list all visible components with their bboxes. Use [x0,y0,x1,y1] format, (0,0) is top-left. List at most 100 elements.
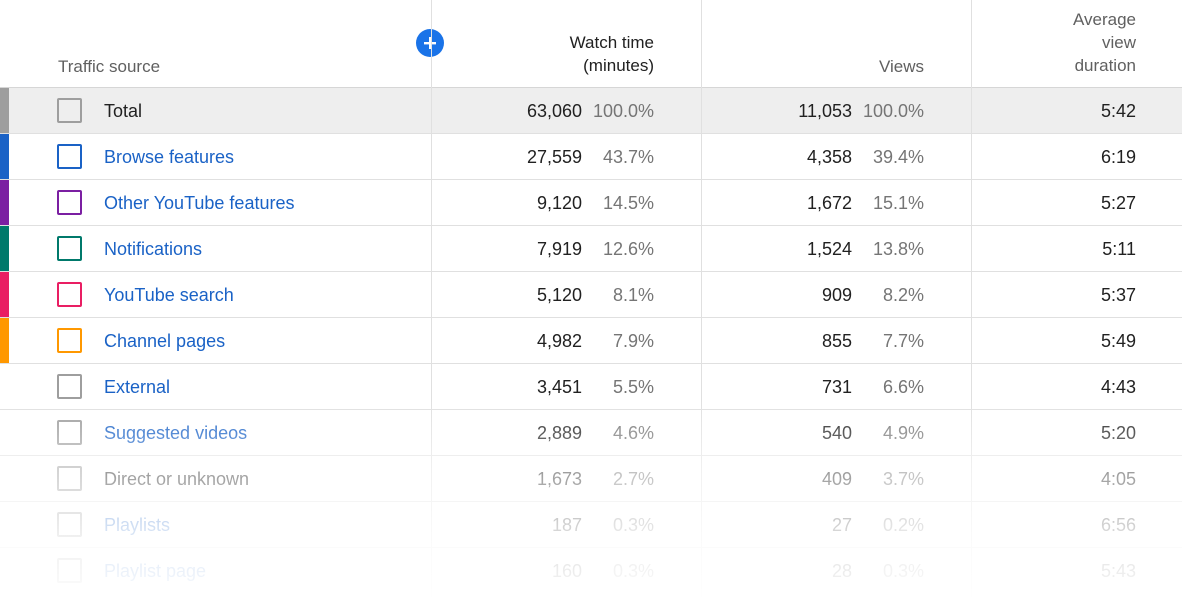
row-checkbox[interactable] [57,420,82,445]
traffic-source-name[interactable]: Playlist page [104,561,207,581]
table-row[interactable]: Playlist page 160 0.3% 28 0.3% 5:43 [0,547,1182,593]
table-row[interactable]: Notifications 7,919 12.6% 1,524 13.8% 5:11 [0,225,1182,271]
traffic-source-name[interactable]: Suggested videos [104,423,248,443]
views-value: 1,672 [806,193,852,213]
watch-time-percent: 2.7% [612,469,654,489]
traffic-source-name[interactable]: Notifications [104,239,203,259]
watch-time-percent: 7.9% [612,331,654,351]
series-color-stripe [0,410,9,455]
header-avg-line3: duration [1074,56,1136,75]
watch-time-value: 63,060 [526,101,582,121]
watch-time-percent: 100.0% [592,101,654,121]
row-checkbox[interactable] [57,236,82,261]
watch-time-value: 9,120 [536,193,582,213]
watch-time-value: 2,889 [536,423,582,443]
views-percent: 6.6% [882,377,924,397]
traffic-source-name[interactable]: Other YouTube features [104,193,295,213]
row-checkbox[interactable] [57,558,82,583]
header-average-view-duration[interactable]: Average view duration [1026,8,1136,77]
table-row-total[interactable]: Total 63,060 100.0% 11,053 100.0% 5:42 [0,87,1182,133]
table-row[interactable]: Direct or unknown 1,673 2.7% 409 3.7% 4:05 [0,455,1182,501]
views-value: 27 [831,515,852,535]
watch-time-value: 1,673 [536,469,582,489]
views-percent: 100.0% [862,101,924,121]
watch-time-percent: 8.1% [612,285,654,305]
watch-time-value: 27,559 [526,147,582,167]
views-value: 4,358 [806,147,852,167]
table-row[interactable]: Channel pages 4,982 7.9% 855 7.7% 5:49 [0,317,1182,363]
series-color-stripe [0,548,9,593]
views-percent: 0.3% [882,561,924,581]
average-view-duration-value: 5:42 [1100,101,1136,121]
header-watch-time[interactable]: Watch time (minutes) [494,31,654,77]
views-percent: 3.7% [882,469,924,489]
average-view-duration-value: 5:11 [1102,239,1136,259]
column-divider [431,0,432,597]
row-checkbox[interactable] [57,328,82,353]
watch-time-value: 160 [551,561,582,581]
watch-time-percent: 0.3% [612,561,654,581]
row-checkbox[interactable] [57,190,82,215]
watch-time-percent: 4.6% [612,423,654,443]
row-checkbox[interactable] [57,466,82,491]
average-view-duration-value: 4:43 [1100,377,1136,397]
views-percent: 8.2% [882,285,924,305]
traffic-source-name: Total [104,101,143,121]
row-checkbox[interactable] [57,374,82,399]
add-metric-button[interactable] [416,29,444,57]
row-checkbox[interactable] [57,98,82,123]
table-row[interactable]: Other YouTube features 9,120 14.5% 1,672 15.… [0,179,1182,225]
views-value: 909 [821,285,852,305]
table-row[interactable]: YouTube search 5,120 8.1% 909 8.2% 5:37 [0,271,1182,317]
series-color-stripe [0,180,9,225]
average-view-duration-value: 5:37 [1100,285,1136,305]
views-value: 731 [821,377,852,397]
watch-time-percent: 12.6% [602,239,654,259]
watch-time-value: 187 [551,515,582,535]
table-row[interactable]: Browse features 27,559 43.7% 4,358 39.4% 6:19 [0,133,1182,179]
series-color-stripe [0,318,9,363]
views-value: 855 [821,331,852,351]
header-watch-time-line2: (minutes) [583,56,654,75]
traffic-source-name[interactable]: Channel pages [104,331,226,351]
average-view-duration-value: 5:43 [1100,561,1136,581]
series-color-stripe [0,226,9,271]
views-percent: 7.7% [882,331,924,351]
traffic-source-name[interactable]: YouTube search [104,285,234,305]
traffic-source-name[interactable]: External [104,377,171,397]
header-watch-time-line1: Watch time [569,33,654,52]
header-traffic-source[interactable]: Traffic source [58,57,161,76]
table-header: Traffic source Watch time (minutes) View… [0,0,1182,87]
series-color-stripe [0,88,9,133]
row-checkbox[interactable] [57,512,82,537]
watch-time-value: 7,919 [536,239,582,259]
average-view-duration-value: 6:56 [1100,515,1136,535]
series-color-stripe [0,502,9,547]
views-value: 28 [831,561,852,581]
plus-circle-icon [424,37,436,49]
views-percent: 13.8% [872,239,924,259]
average-view-duration-value: 5:20 [1100,423,1136,443]
watch-time-percent: 43.7% [602,147,654,167]
table-row[interactable]: Playlists 187 0.3% 27 0.2% 6:56 [0,501,1182,547]
series-color-stripe [0,272,9,317]
views-value: 409 [821,469,852,489]
traffic-source-name: Direct or unknown [104,469,250,489]
table-row[interactable]: External 3,451 5.5% 731 6.6% 4:43 [0,363,1182,409]
header-avg-line1: Average [1072,10,1136,29]
views-value: 1,524 [806,239,852,259]
watch-time-percent: 14.5% [602,193,654,213]
header-views[interactable]: Views [878,57,924,76]
watch-time-value: 3,451 [536,377,582,397]
table-row[interactable]: Suggested videos 2,889 4.6% 540 4.9% 5:20 [0,409,1182,455]
watch-time-percent: 5.5% [612,377,654,397]
series-color-stripe [0,134,9,179]
traffic-source-name[interactable]: Browse features [104,147,235,167]
traffic-source-name[interactable]: Playlists [104,515,171,535]
watch-time-percent: 0.3% [612,515,654,535]
column-divider [701,0,702,597]
row-checkbox[interactable] [57,144,82,169]
row-checkbox[interactable] [57,282,82,307]
average-view-duration-value: 5:49 [1100,331,1136,351]
